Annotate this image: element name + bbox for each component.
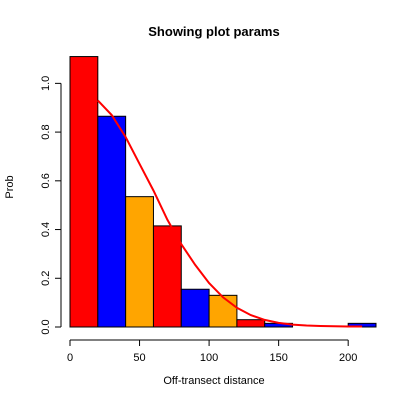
x-tick-label: 150 [269,352,287,364]
x-axis: 0 50 100 150 200 [67,339,357,364]
histogram-bar-6 [236,319,266,328]
bars-group [69,56,377,328]
x-tick-label: 100 [200,352,218,364]
y-axis: 0.0 0.2 0.4 0.6 0.8 1.0 [40,76,62,335]
fitted-curve-line [97,99,363,328]
y-tick-label: 0.0 [40,319,52,334]
y-axis-label: Prob [4,175,16,198]
y-tick-label: 0.8 [40,124,52,139]
x-tick-label: 0 [67,352,73,364]
histogram-bar-2 [125,196,154,328]
histogram-bar-1 [97,115,127,328]
y-tick-label: 0.2 [40,271,52,286]
y-tick-label: 0.6 [40,173,52,188]
y-tick-label: 1.0 [40,76,52,91]
histogram-bar-0 [69,56,99,328]
histogram-bar-4 [180,288,210,328]
x-tick-label: 50 [133,352,145,364]
x-tick-label: 200 [339,352,357,364]
chart-title: Showing plot params [148,24,279,39]
histogram-bar-5 [208,294,238,328]
x-axis-label: Off-transect distance [163,375,264,387]
histogram-bar-3 [152,225,182,328]
y-tick-label: 0.4 [40,222,52,237]
